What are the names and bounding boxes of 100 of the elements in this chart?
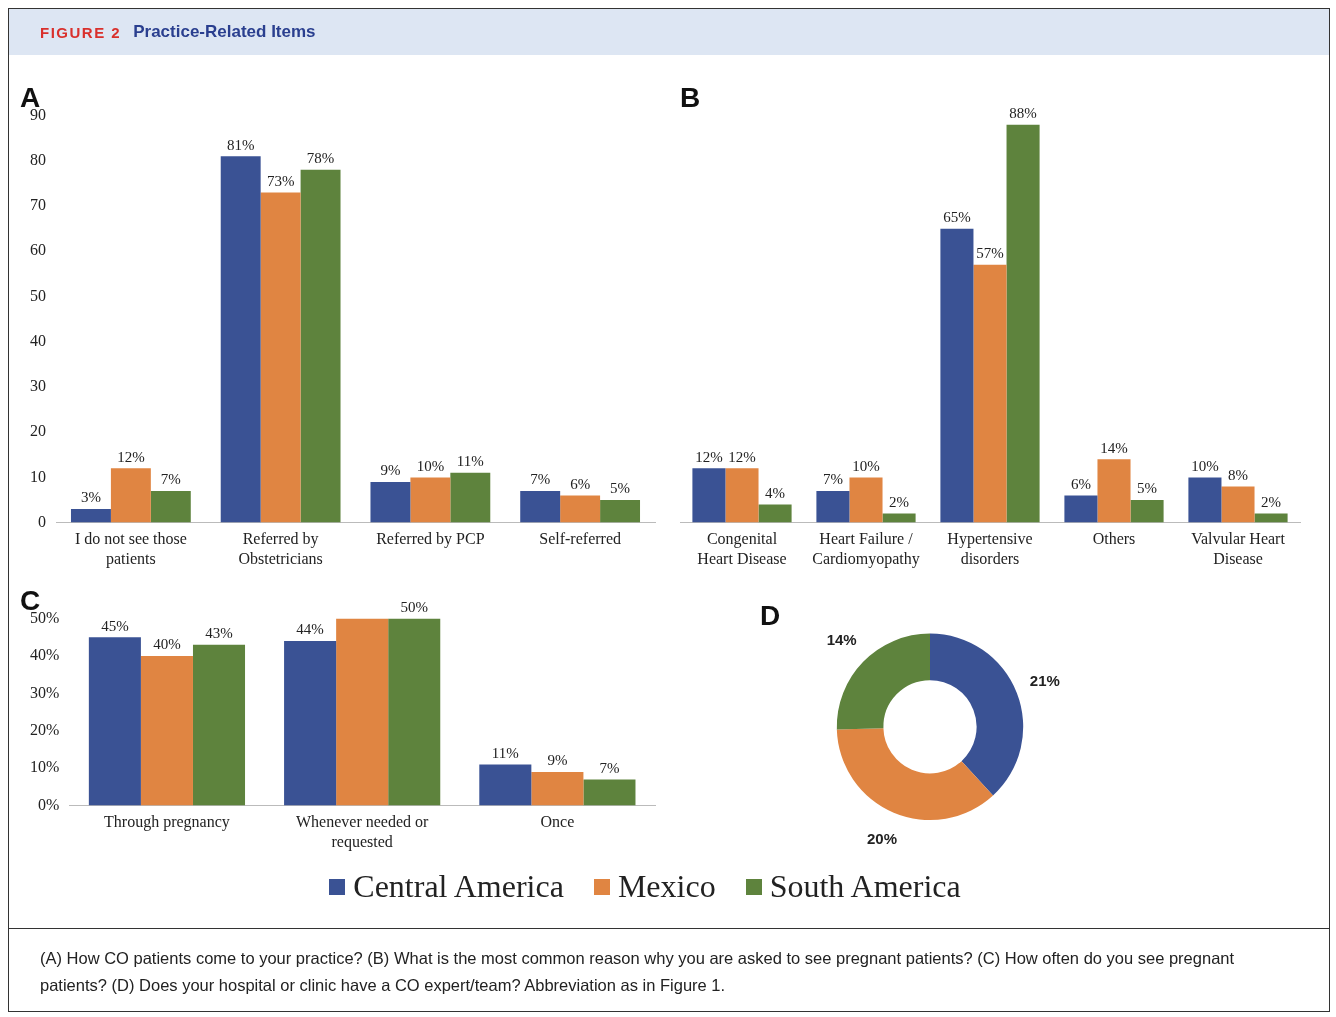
data-label: 5%: [1137, 480, 1158, 497]
x-tick-label: Through pregnancy: [104, 813, 230, 832]
bar: [70, 509, 111, 523]
x-tick-label: I do not see those patients: [74, 530, 187, 568]
bar: [583, 779, 636, 806]
bar: [692, 468, 726, 523]
data-label: 14%: [1100, 439, 1128, 456]
caption: FIGURE 2: [40, 23, 122, 41]
bar: [110, 468, 151, 523]
data-label: 7%: [160, 471, 181, 488]
data-label: 81%: [226, 136, 255, 153]
data-label: 10%: [1191, 457, 1219, 474]
y-tick-label: 40%: [30, 646, 60, 664]
bar: [450, 472, 491, 523]
data-label: 50%: [400, 599, 428, 616]
legend-label: Mexico: [617, 868, 716, 905]
bar: [370, 481, 411, 523]
bar: [560, 495, 601, 523]
data-label: 12%: [695, 448, 723, 465]
bar: [1097, 459, 1131, 523]
data-label: 7%: [822, 471, 843, 488]
data-label: 9%: [547, 752, 568, 769]
y-tick-label: 80: [30, 151, 46, 169]
bar: [260, 192, 301, 523]
data-label: 11%: [491, 744, 519, 761]
chart-title: B: [680, 81, 701, 113]
data-label: 78%: [306, 150, 335, 167]
bar: [1064, 495, 1098, 523]
data-label: 9%: [380, 462, 401, 479]
legend-label: Central America: [353, 868, 564, 905]
bar: [520, 490, 561, 523]
x-tick-label: Others: [1092, 530, 1136, 548]
bar: [725, 468, 759, 523]
data-label: 44%: [296, 621, 324, 638]
x-tick-label: Hypertensive disorders: [947, 530, 1033, 567]
data-label: 12%: [117, 448, 145, 465]
data-label: 57%: [976, 245, 1004, 262]
y-tick-label: 50: [30, 286, 46, 304]
chart-title: D: [760, 599, 781, 631]
bar: [816, 490, 850, 523]
x-tick-label: Referred by Obstetricians: [238, 530, 323, 567]
data-label: 43%: [205, 625, 233, 642]
data-label: 21%: [1029, 672, 1060, 690]
bar: [758, 504, 792, 523]
data-label: 73%: [266, 172, 295, 189]
bar: [220, 156, 261, 523]
data-label: 12%: [728, 448, 756, 465]
bar: [88, 637, 141, 806]
data-label: 5%: [610, 480, 631, 497]
data-label: 3%: [80, 489, 101, 506]
data-label: 10%: [852, 457, 880, 474]
data-label: 14%: [826, 631, 857, 649]
text: (A) How CO patients come to your practice? (B) What is the most common reason why you are asked to see pregnant patients? (C) How often do you see pregnant patients? (D) Does your hospital or clinic have a CO expert/team? Abbreviation as in Figure 1.: [40, 949, 1235, 994]
x-tick-label: Valvular Heart Disease: [1191, 530, 1286, 567]
bar: [410, 477, 451, 523]
data-label: 11%: [456, 453, 484, 470]
data-label: 40%: [153, 636, 181, 653]
bar: [531, 771, 584, 806]
bar: [973, 264, 1007, 523]
data-label: 2%: [1261, 493, 1282, 510]
data-label: 2%: [889, 493, 910, 510]
bar: [192, 644, 246, 806]
bar: [600, 499, 641, 523]
data-label: 7%: [530, 471, 551, 488]
y-tick-label: 0%: [38, 795, 60, 813]
data-label: 20%: [867, 830, 898, 848]
bar: [300, 169, 341, 523]
bar: [140, 656, 193, 806]
data-label: 65%: [943, 209, 971, 226]
data-label: 6%: [1070, 475, 1091, 492]
text: Practice-Related Items: [133, 22, 316, 42]
bar: [336, 618, 389, 806]
bar: [1221, 486, 1255, 523]
bar: [1188, 477, 1222, 523]
data-label: 4%: [765, 484, 786, 501]
data-label: 88%: [1009, 105, 1037, 122]
bar: [479, 764, 532, 806]
x-tick-label: Congenital Heart Disease: [697, 530, 787, 567]
x-tick-label: Whenever needed or requested: [295, 813, 430, 851]
data-label: 7%: [599, 759, 620, 776]
y-tick-label: 10: [30, 467, 46, 485]
x-tick-label: Self-referred: [539, 530, 621, 548]
bar: [1130, 499, 1164, 523]
data-label: 6%: [570, 475, 591, 492]
bar: [940, 228, 974, 523]
x-tick-label: Once: [540, 813, 575, 831]
data-label: 45%: [101, 617, 129, 634]
y-tick-label: 40: [30, 331, 46, 349]
legend-label: South America: [769, 868, 961, 905]
y-tick-label: 20%: [30, 721, 60, 738]
bar: [388, 618, 441, 806]
y-tick-label: 20: [30, 422, 46, 440]
data-label: 8%: [1228, 466, 1248, 483]
y-tick-label: 0: [38, 512, 46, 530]
bar: [284, 641, 337, 806]
bar: [849, 477, 883, 523]
y-tick-label: 10%: [30, 758, 60, 776]
data-label: 10%: [416, 457, 445, 474]
bar: [150, 490, 191, 523]
y-tick-label: 30: [30, 377, 46, 395]
